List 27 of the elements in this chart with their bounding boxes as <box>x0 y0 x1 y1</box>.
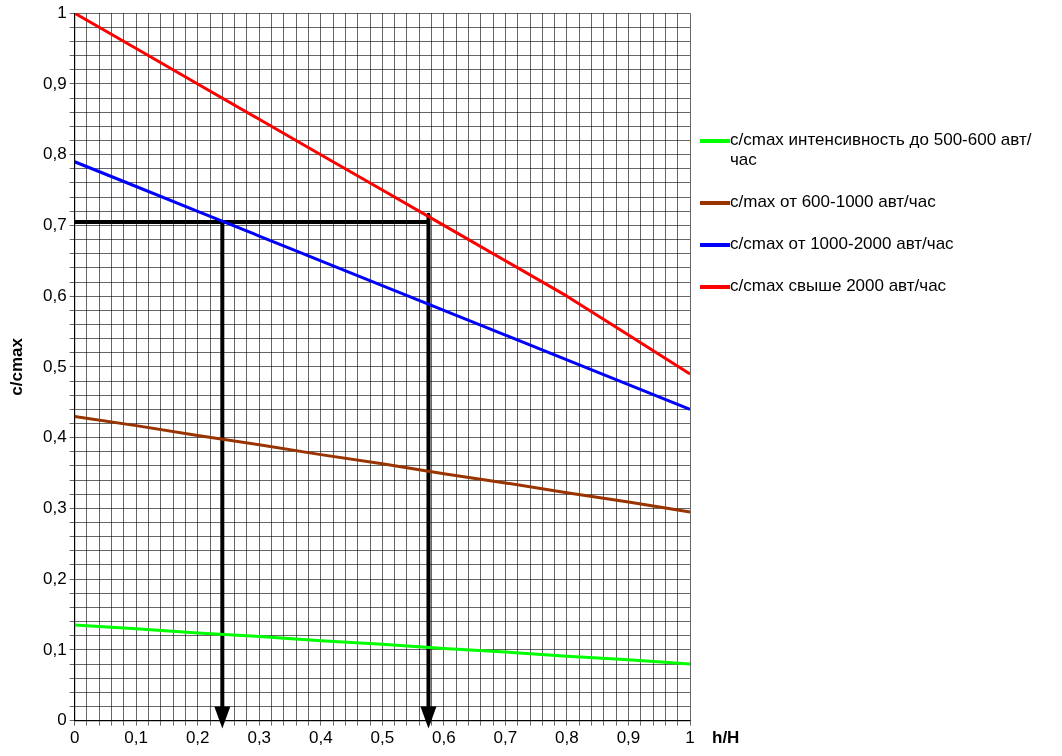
y-tick-label: 0,6 <box>42 285 67 305</box>
x-tick-label: 0,3 <box>247 728 272 748</box>
x-tick-label: 0,6 <box>432 728 456 748</box>
legend-label: c/cmax интенсивность до 500-600 авт/час <box>730 130 1033 170</box>
y-tick-label: 0,5 <box>42 356 67 376</box>
x-tick-label: 1 <box>685 728 695 748</box>
legend-label: c/cmax от 1000-2000 авт/час <box>730 234 954 254</box>
y-tick-label: 0,3 <box>42 498 67 518</box>
y-tick-label: 1 <box>57 2 67 22</box>
x-tick-label: 0,4 <box>308 728 333 748</box>
x-tick-label: 0,2 <box>185 728 210 748</box>
x-axis-title: h/H <box>712 727 740 747</box>
y-axis-title: c/cmax <box>7 337 26 396</box>
x-tick-label: 0,8 <box>555 728 579 748</box>
x-tick-label: 0,7 <box>493 728 518 748</box>
y-tick-label: 0,2 <box>42 568 67 588</box>
x-tick-label: 0,9 <box>616 728 641 748</box>
x-tick-label: 0,5 <box>370 728 395 748</box>
y-tick-label: 0,7 <box>42 215 67 235</box>
x-tick-label: 0,1 <box>124 728 148 748</box>
y-tick-label: 0 <box>57 710 67 730</box>
y-tick-label: 0,8 <box>42 144 67 164</box>
y-tick-label: 0,4 <box>42 427 67 447</box>
y-tick-label: 0,1 <box>42 639 67 659</box>
legend-label: c/cmax свыше 2000 авт/час <box>730 276 947 296</box>
y-tick-label: 0,9 <box>42 73 67 93</box>
legend-label: c/max от 600-1000 авт/час <box>730 192 936 212</box>
